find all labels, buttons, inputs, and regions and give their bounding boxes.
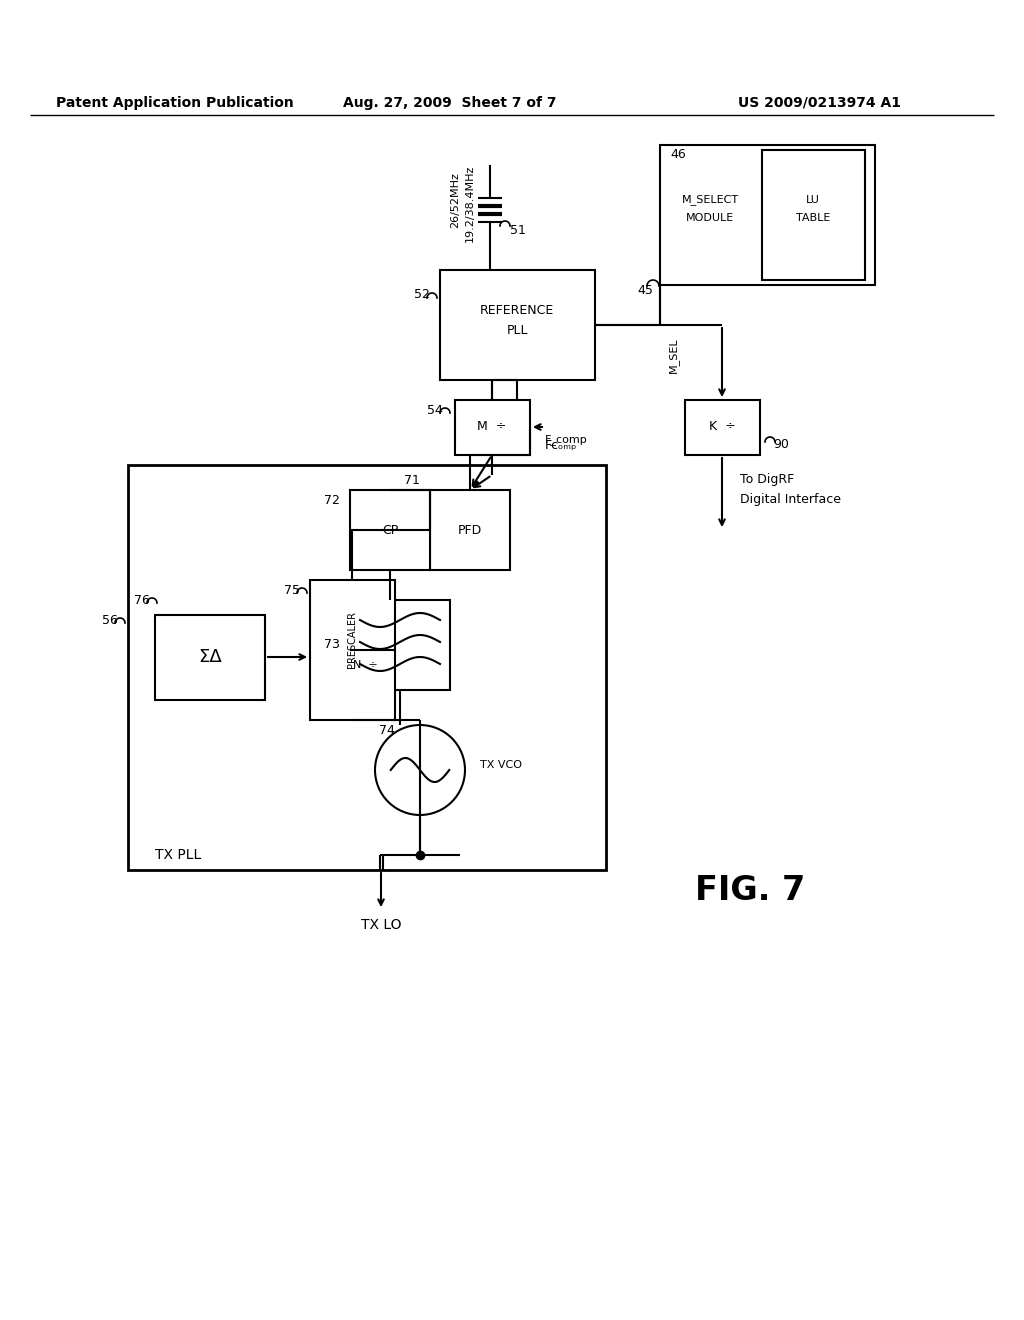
Text: To DigRF: To DigRF <box>740 474 795 487</box>
Text: 71: 71 <box>404 474 420 487</box>
Text: 52: 52 <box>414 289 430 301</box>
Text: FIG. 7: FIG. 7 <box>695 874 805 907</box>
Text: F_comp: F_comp <box>545 434 588 445</box>
Bar <box>660 145 874 285</box>
Bar <box>430 490 510 570</box>
Bar <box>310 579 395 719</box>
Text: CP: CP <box>382 524 398 536</box>
Bar <box>128 465 606 870</box>
Text: TX VCO: TX VCO <box>480 760 522 770</box>
Text: 73: 73 <box>325 639 340 652</box>
Text: PFD: PFD <box>458 524 482 536</box>
Text: Patent Application Publication: Patent Application Publication <box>56 96 294 110</box>
Text: 72: 72 <box>325 494 340 507</box>
Bar <box>685 400 760 455</box>
Bar <box>455 400 530 455</box>
Text: 46: 46 <box>670 149 686 161</box>
Text: N  ÷: N ÷ <box>352 660 378 671</box>
Text: LU: LU <box>806 195 820 205</box>
Text: REFERENCE: REFERENCE <box>480 304 554 317</box>
Text: TX PLL: TX PLL <box>155 847 202 862</box>
Text: M_SELECT: M_SELECT <box>681 194 738 206</box>
Text: MODULE: MODULE <box>686 213 734 223</box>
Text: Aug. 27, 2009  Sheet 7 of 7: Aug. 27, 2009 Sheet 7 of 7 <box>343 96 557 110</box>
Bar <box>350 601 450 690</box>
Text: 56: 56 <box>102 614 118 627</box>
Bar <box>155 615 265 700</box>
Text: M  ÷: M ÷ <box>477 421 507 433</box>
Text: K  ÷: K ÷ <box>709 421 735 433</box>
Text: 90: 90 <box>773 438 788 451</box>
Text: 19.2/38.4MHz: 19.2/38.4MHz <box>465 164 475 242</box>
Text: Digital Interface: Digital Interface <box>740 494 841 507</box>
Text: Fᴄₒₘₚ: Fᴄₒₘₚ <box>545 438 578 451</box>
Text: 45: 45 <box>637 284 653 297</box>
Text: M_SEL: M_SEL <box>668 337 679 372</box>
Text: 54: 54 <box>427 404 443 417</box>
Text: ΣΔ: ΣΔ <box>198 648 222 667</box>
Text: TABLE: TABLE <box>796 213 830 223</box>
Bar <box>440 271 595 380</box>
Text: 76: 76 <box>134 594 150 606</box>
Bar <box>762 150 865 280</box>
Text: 26/52MHz: 26/52MHz <box>450 172 460 228</box>
Text: PRESCALER: PRESCALER <box>347 611 357 668</box>
Text: TX LO: TX LO <box>360 917 401 932</box>
Text: 51: 51 <box>510 223 526 236</box>
Text: 74: 74 <box>379 723 395 737</box>
Bar <box>350 490 430 570</box>
Text: 75: 75 <box>284 583 300 597</box>
Text: US 2009/0213974 A1: US 2009/0213974 A1 <box>738 96 901 110</box>
Text: PLL: PLL <box>506 323 527 337</box>
